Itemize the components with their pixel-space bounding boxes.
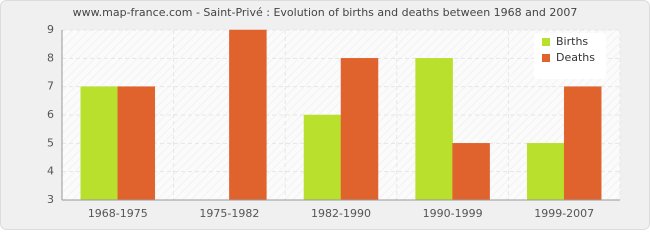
y-tick-label: 6 (47, 108, 54, 121)
y-tick-label: 4 (47, 165, 54, 178)
legend-swatch (542, 38, 550, 46)
bar (229, 29, 267, 201)
bar (563, 86, 602, 201)
x-tick-label: 1999-2007 (534, 207, 594, 220)
legend-label[interactable]: Births (556, 35, 588, 48)
bar (117, 86, 156, 201)
legend-label[interactable]: Deaths (556, 51, 595, 64)
y-tick-label: 7 (47, 80, 54, 93)
chart: www.map-france.com - Saint-Privé : Evolu… (0, 0, 650, 230)
bar (452, 143, 490, 201)
x-tick-label: 1975-1982 (199, 207, 259, 220)
bar (303, 114, 342, 201)
y-tick-label: 5 (47, 136, 54, 149)
chart-title: www.map-france.com - Saint-Privé : Evolu… (73, 6, 578, 19)
x-tick-label: 1982-1990 (311, 207, 371, 220)
bar (340, 58, 379, 201)
bar (526, 143, 565, 201)
legend: Births Deaths (534, 33, 606, 79)
y-tick-label: 3 (47, 193, 54, 206)
bar (80, 86, 119, 201)
y-tick-label: 9 (47, 23, 54, 36)
legend-swatch (542, 54, 550, 62)
bar (415, 58, 453, 201)
y-tick-label: 8 (47, 51, 54, 64)
x-tick-label: 1968-1975 (88, 207, 148, 220)
legend-box (534, 33, 606, 79)
x-tick-label: 1990-1999 (423, 207, 483, 220)
